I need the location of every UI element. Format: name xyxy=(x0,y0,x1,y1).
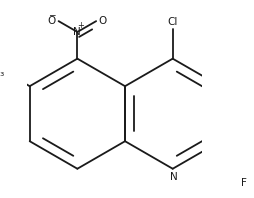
Text: O: O xyxy=(48,16,56,26)
Text: CH₃: CH₃ xyxy=(0,68,5,78)
Text: +: + xyxy=(77,21,84,30)
Text: −: − xyxy=(48,10,56,19)
Text: O: O xyxy=(99,16,107,26)
Text: N: N xyxy=(73,27,81,37)
Text: F: F xyxy=(241,178,246,188)
Text: N: N xyxy=(170,172,177,182)
Text: Cl: Cl xyxy=(168,17,178,27)
